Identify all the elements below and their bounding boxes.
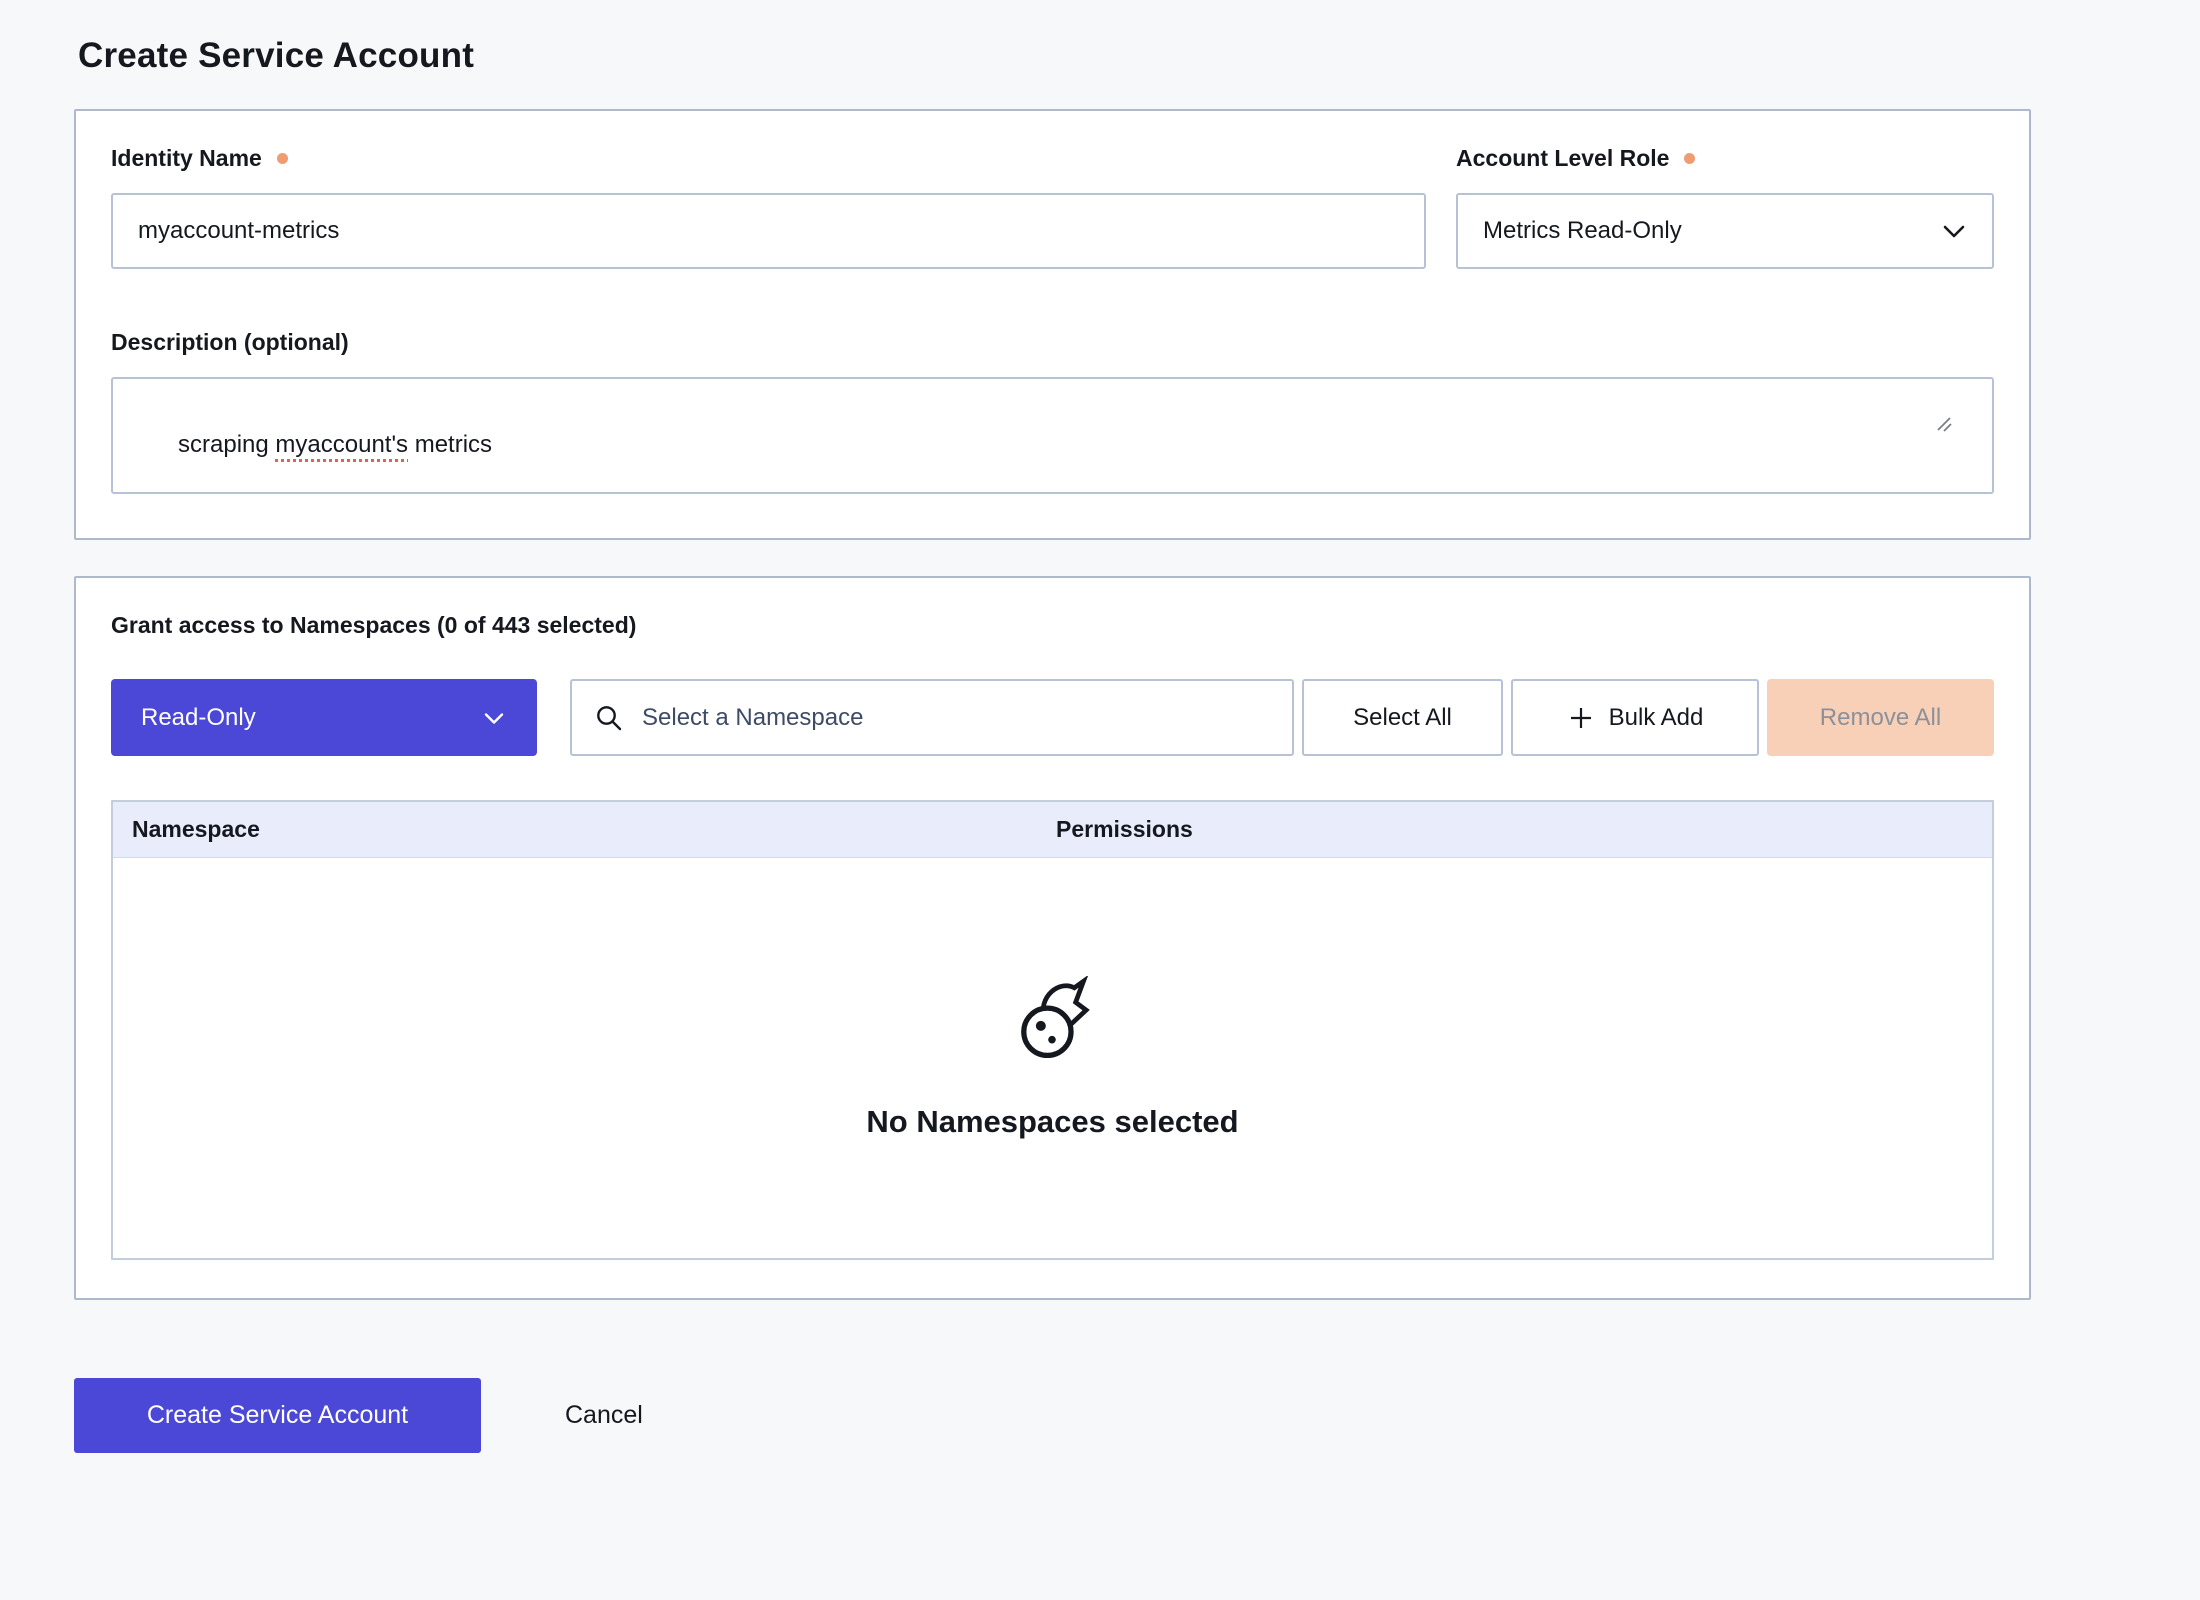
- empty-state: No Namespaces selected: [866, 976, 1239, 1140]
- namespaces-controls: Read-Only Select All: [111, 679, 1994, 756]
- permission-dropdown[interactable]: Read-Only: [111, 679, 537, 756]
- namespaces-table-header: Namespace Permissions: [113, 802, 1992, 858]
- required-dot-icon: [1684, 153, 1696, 164]
- identity-name-input[interactable]: [111, 193, 1426, 269]
- namespaces-heading: Grant access to Namespaces (0 of 443 sel…: [111, 612, 637, 638]
- identity-role-row: Identity Name Account Level Role Metrics…: [111, 145, 1994, 269]
- chevron-down-icon: [1941, 218, 1967, 244]
- column-header-namespace: Namespace: [132, 816, 260, 842]
- chevron-down-icon: [481, 705, 507, 731]
- create-service-account-button[interactable]: Create Service Account: [74, 1378, 481, 1453]
- identity-name-label: Identity Name: [111, 145, 1426, 172]
- remove-all-button[interactable]: Remove All: [1767, 679, 1994, 756]
- select-all-label: Select All: [1353, 703, 1452, 731]
- description-label-text: Description (optional): [111, 329, 349, 355]
- identity-name-field-group: Identity Name: [111, 145, 1426, 269]
- column-header-permissions: Permissions: [1056, 816, 1193, 842]
- description-text-part: scraping: [178, 431, 276, 458]
- empty-state-text: No Namespaces selected: [866, 1104, 1239, 1139]
- namespace-search[interactable]: [570, 679, 1294, 756]
- cancel-button[interactable]: Cancel: [549, 1391, 659, 1440]
- create-service-account-label: Create Service Account: [146, 1401, 409, 1429]
- identity-card: Identity Name Account Level Role Metrics…: [74, 109, 2031, 540]
- permission-dropdown-value: Read-Only: [141, 703, 256, 731]
- namespaces-table: Namespace Permissions No Namespaces sele…: [111, 800, 1994, 1260]
- description-text-part: metrics: [408, 431, 493, 458]
- namespace-search-input[interactable]: [642, 703, 1270, 732]
- description-misspelled-word: myaccount's: [275, 431, 409, 458]
- namespaces-card: Grant access to Namespaces (0 of 443 sel…: [74, 576, 2031, 1300]
- account-level-role-label: Account Level Role: [1456, 145, 1994, 172]
- description-label: Description (optional): [111, 329, 1994, 356]
- identity-name-label-text: Identity Name: [111, 145, 262, 171]
- account-level-role-field-group: Account Level Role Metrics Read-Only: [1456, 145, 1994, 269]
- description-textarea[interactable]: scraping myaccount's metrics: [111, 377, 1994, 494]
- namespaces-table-body: No Namespaces selected: [113, 858, 1992, 1258]
- comet-icon: [1010, 976, 1094, 1060]
- cancel-label: Cancel: [565, 1401, 643, 1429]
- account-level-role-value: Metrics Read-Only: [1483, 217, 1682, 244]
- required-dot-icon: [276, 153, 288, 164]
- bulk-add-label: Bulk Add: [1608, 703, 1704, 731]
- select-all-button[interactable]: Select All: [1302, 679, 1503, 756]
- plus-icon: [1567, 704, 1595, 732]
- footer-actions: Create Service Account Cancel: [74, 1378, 2200, 1453]
- page-title: Create Service Account: [78, 36, 475, 75]
- account-level-role-select[interactable]: Metrics Read-Only: [1456, 193, 1994, 269]
- bulk-add-button[interactable]: Bulk Add: [1511, 679, 1759, 756]
- remove-all-label: Remove All: [1819, 703, 1942, 731]
- resize-grip-icon[interactable]: [1935, 359, 1988, 488]
- search-icon: [594, 703, 624, 733]
- account-level-role-label-text: Account Level Role: [1456, 145, 1670, 171]
